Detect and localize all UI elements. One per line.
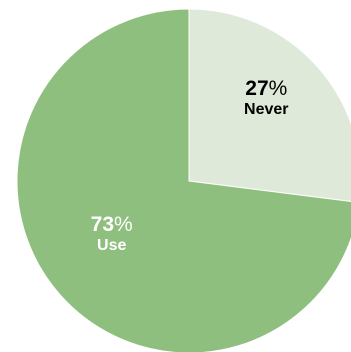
slice-value-number: 73 (91, 213, 114, 236)
slice-category-label-use: Use (97, 237, 126, 254)
slice-percent-sign: % (269, 77, 288, 100)
slice-value-number: 27 (245, 77, 268, 100)
slice-category-label-never: Never (244, 101, 288, 118)
pie-slice-never (188, 8, 351, 202)
pie-slice-use (16, 8, 351, 352)
slice-value-label-never: 27% (245, 77, 287, 100)
slice-percent-sign: % (114, 213, 133, 236)
pie-slices (16, 8, 351, 352)
slice-value-label-use: 73% (91, 213, 133, 236)
